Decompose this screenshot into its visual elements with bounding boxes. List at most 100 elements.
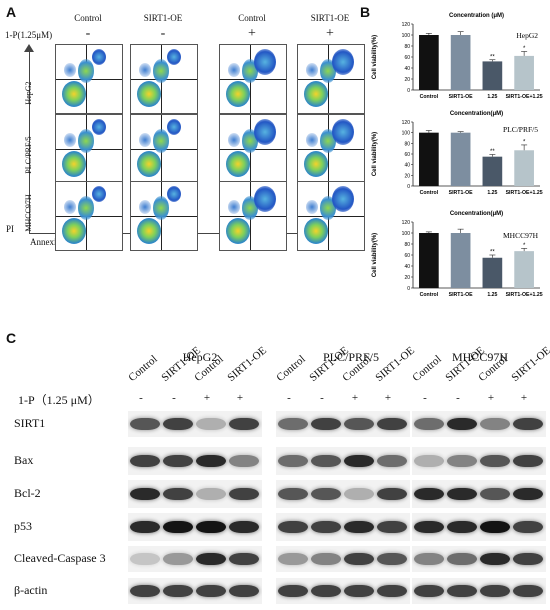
flow-plot-r3-c2 — [130, 181, 198, 251]
significance-mark: * — [523, 139, 526, 145]
cell-population — [153, 59, 169, 83]
y-tick-label: 40 — [404, 264, 410, 270]
cell-population — [64, 133, 76, 147]
bar-3 — [482, 156, 503, 186]
protein-band — [447, 521, 477, 533]
col-label-control-treated: Control — [238, 13, 266, 23]
panel-a-letter: A — [6, 4, 17, 20]
category-label: SIRT1-OE — [449, 190, 473, 196]
y-tick-label: 60 — [404, 55, 410, 61]
cell-population — [228, 63, 240, 77]
group-label-plcprf5: PLC/PRF/5 — [322, 350, 380, 364]
flow-plot-r1-c2 — [130, 44, 198, 114]
flow-plot-r3-c4 — [297, 181, 365, 251]
cell-population — [139, 63, 151, 77]
bar-4 — [514, 150, 534, 186]
cell-population — [167, 119, 181, 135]
protein-band — [513, 553, 543, 565]
protein-band — [163, 521, 193, 533]
blot-strip-r6-g3 — [412, 578, 546, 604]
protein-band — [196, 585, 226, 597]
row-label-hepg2: HepG2 — [24, 81, 33, 105]
category-label: 1.25 — [487, 190, 497, 196]
significance-mark: * — [523, 243, 526, 249]
protein-band — [278, 418, 308, 430]
treatment-sign-g2-l2: - — [320, 392, 324, 404]
bar-4 — [514, 55, 534, 90]
cell-line-label: PLC/PRF/5 — [503, 125, 538, 134]
cell-population — [92, 49, 106, 65]
blot-strip-r4-g3 — [412, 513, 546, 541]
protein-band — [480, 488, 510, 500]
flow-plot-r1-c4 — [297, 44, 365, 114]
bar-chart-mhcc97h: Concentration(μM) Cell viability(%) 0 20 40 6… — [372, 211, 543, 298]
protein-band — [480, 455, 510, 467]
bar-3 — [482, 61, 503, 90]
cell-population — [306, 200, 318, 214]
protein-band — [229, 553, 259, 565]
protein-band — [130, 488, 160, 500]
sign-4: + — [326, 26, 334, 41]
sign-1: - — [85, 26, 91, 41]
bar-2 — [450, 233, 471, 288]
y-tick-label: 0 — [407, 184, 410, 190]
protein-band — [130, 553, 160, 565]
protein-band — [513, 455, 543, 467]
chart-title: Concentration (μM) — [449, 13, 504, 19]
protein-band — [480, 585, 510, 597]
treatment-sign-g1-l1: - — [139, 392, 143, 404]
bar-1 — [419, 233, 439, 288]
y-tick-label: 20 — [404, 173, 410, 179]
protein-band — [513, 488, 543, 500]
wb-treatment-label: 1-P（1.25 μM） — [18, 393, 100, 407]
protein-band — [377, 455, 407, 467]
condition-label-g3-l1: Control — [410, 353, 444, 384]
protein-band — [377, 521, 407, 533]
cell-population — [226, 218, 250, 244]
protein-band — [344, 418, 374, 430]
protein-label-3: Bcl-2 — [14, 486, 41, 500]
significance-mark: ** — [490, 54, 495, 60]
y-tick-label: 120 — [402, 120, 411, 126]
protein-band — [414, 553, 444, 565]
bar-4 — [514, 251, 534, 288]
y-tick-label: 20 — [404, 275, 410, 281]
treatment-sign-g3-l4: + — [520, 392, 528, 404]
bar-1 — [419, 132, 439, 186]
category-label: SIRT1-OE — [449, 94, 473, 100]
cell-population — [64, 200, 76, 214]
y-tick-label: 40 — [404, 163, 410, 169]
protein-band — [229, 488, 259, 500]
blot-strip-r2-g3 — [412, 447, 546, 475]
y-axis-line — [29, 50, 30, 233]
y-tick-label: 60 — [404, 253, 410, 259]
category-label: 1.25 — [487, 292, 497, 298]
protein-band — [377, 553, 407, 565]
y-tick-label: 100 — [402, 33, 411, 39]
cell-population — [304, 81, 328, 107]
cell-population — [167, 49, 181, 65]
treatment-sign-g3-l3: + — [487, 392, 495, 404]
protein-band — [278, 585, 308, 597]
protein-band — [344, 585, 374, 597]
protein-band — [311, 585, 341, 597]
category-label: Control — [420, 292, 439, 298]
blot-strip-r1-g1 — [128, 411, 262, 437]
protein-band — [513, 585, 543, 597]
y-tick-label: 120 — [402, 22, 411, 28]
cell-population — [254, 186, 276, 212]
significance-mark: ** — [490, 149, 495, 155]
blot-strip-r3-g1 — [128, 480, 262, 508]
treatment-sign-g3-l1: - — [423, 392, 427, 404]
category-label: Control — [420, 94, 439, 100]
flow-plot-r3-c3 — [219, 181, 287, 251]
protein-band — [196, 553, 226, 565]
y-axis-arrow-icon — [24, 44, 34, 52]
treatment-label: 1-P(1.25μM) — [5, 30, 53, 40]
protein-band — [344, 521, 374, 533]
sign-3: + — [248, 26, 256, 41]
protein-band — [344, 488, 374, 500]
cell-population — [306, 133, 318, 147]
col-label-control: Control — [74, 13, 102, 23]
protein-band — [447, 455, 477, 467]
